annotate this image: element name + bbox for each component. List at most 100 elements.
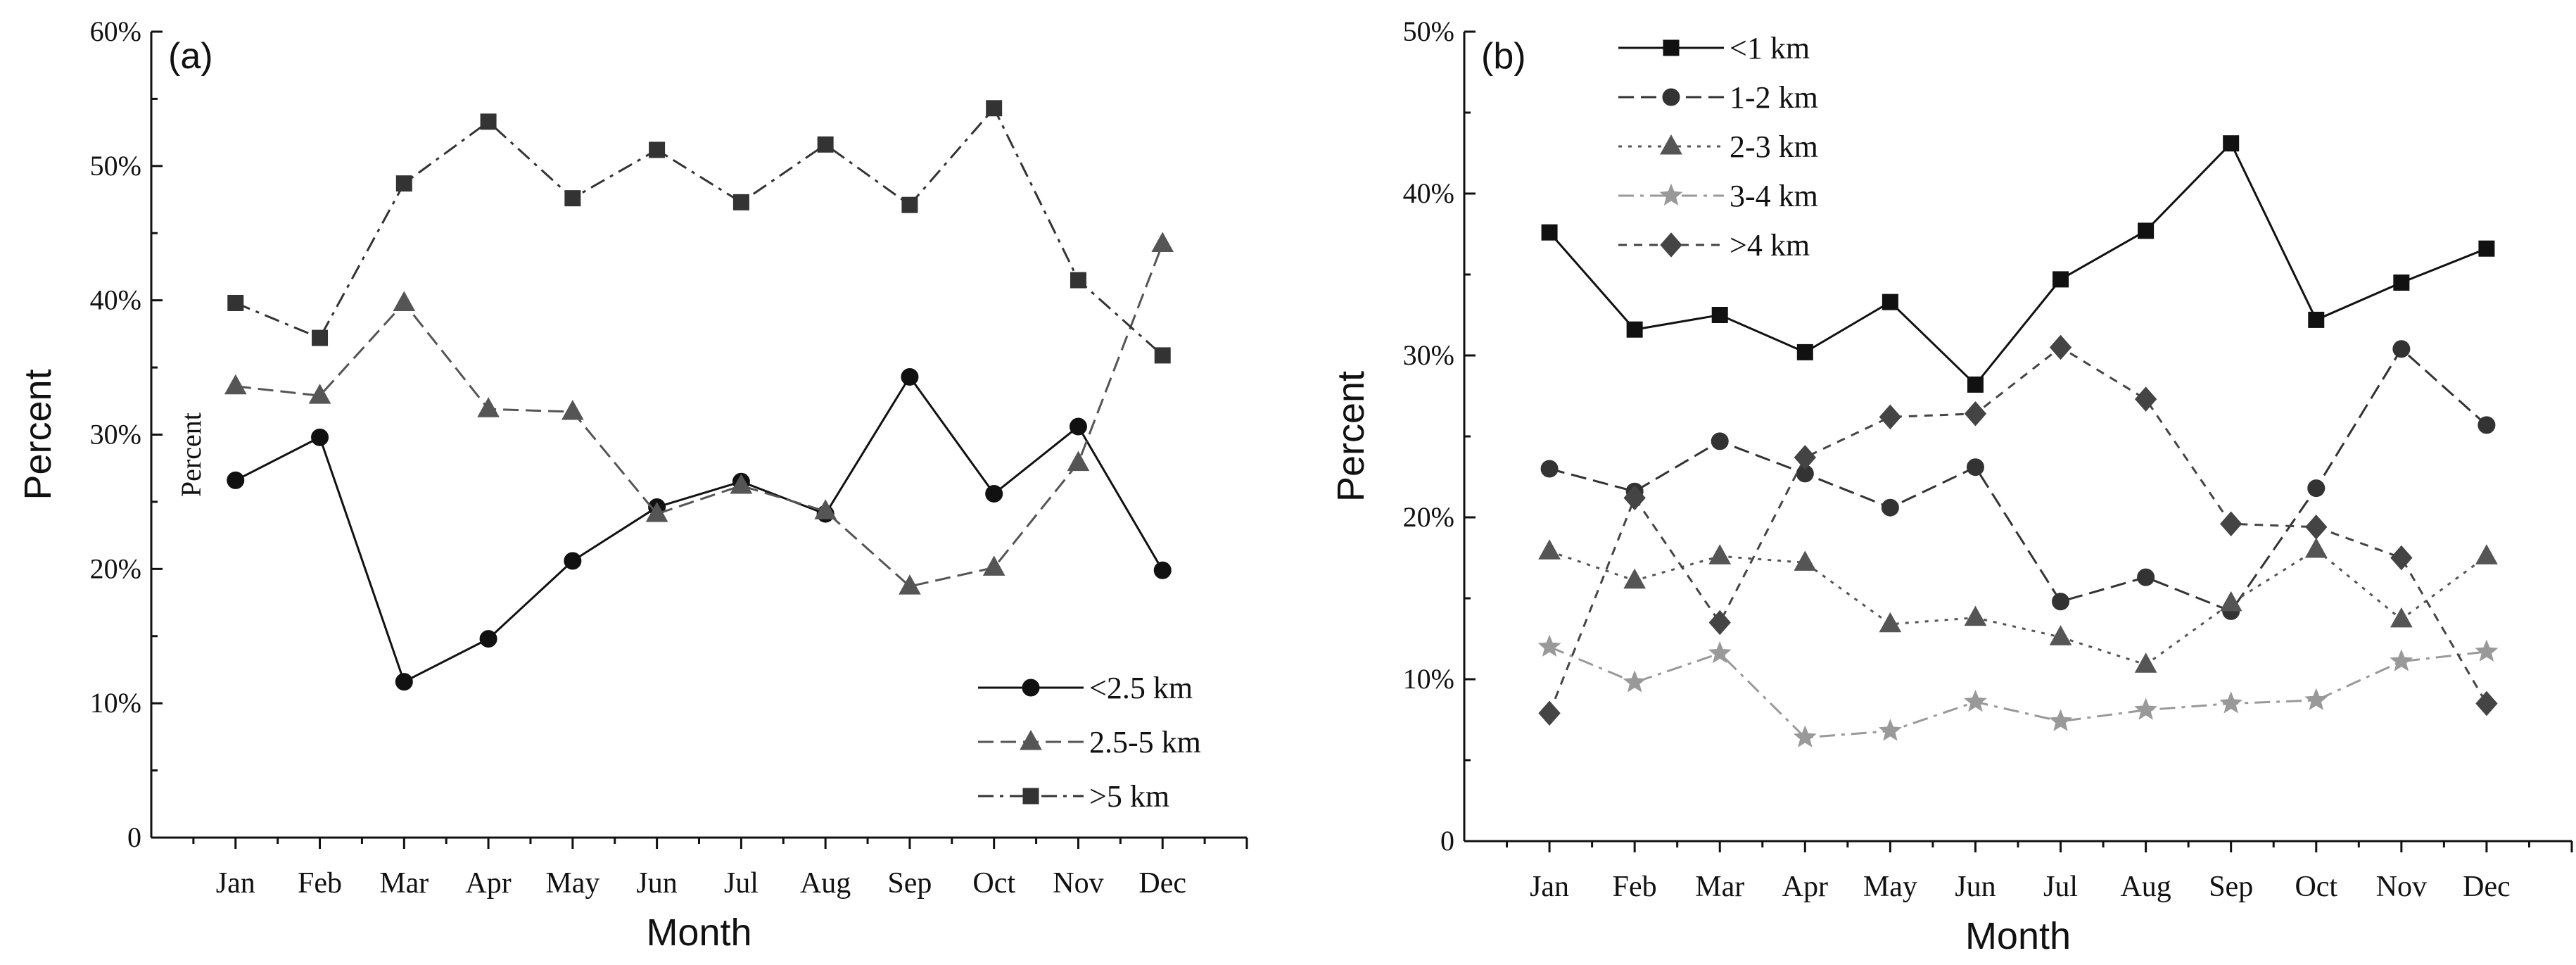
data-point — [2478, 240, 2495, 257]
y-tick-label: 30% — [90, 419, 141, 450]
x-tick-label: Nov — [2376, 871, 2427, 903]
data-point — [1879, 612, 1902, 633]
data-point — [1796, 343, 1813, 360]
y-tick-label: 50% — [90, 150, 141, 182]
series-line — [235, 243, 1164, 588]
data-point — [2305, 515, 2328, 540]
series-line — [1548, 141, 2487, 386]
y-tick-label: 10% — [1403, 663, 1454, 695]
series-line — [235, 374, 1164, 683]
data-point — [645, 502, 668, 522]
data-point — [1882, 294, 1898, 310]
x-tick-label: Jan — [1530, 871, 1569, 903]
legend-marker — [1020, 729, 1042, 750]
data-point — [1623, 670, 1647, 693]
data-point — [730, 473, 753, 494]
data-point — [1793, 725, 1817, 748]
data-point — [477, 397, 500, 417]
legend-marker — [1660, 232, 1682, 258]
data-point — [1067, 450, 1090, 472]
x-tick-label: May — [1863, 871, 1917, 903]
x-axis-title: Month — [1965, 915, 2071, 957]
x-tick-label: Oct — [2295, 871, 2337, 903]
data-point — [2049, 709, 2073, 731]
data-point — [1708, 610, 1731, 636]
data-point — [480, 113, 497, 130]
data-point — [2393, 275, 2410, 291]
data-point — [899, 574, 921, 595]
data-point — [1711, 432, 1729, 450]
inner-percent-label: Percent — [175, 412, 207, 497]
data-point — [2475, 639, 2499, 662]
data-point — [1966, 458, 1984, 477]
y-tick-label: 60% — [90, 15, 141, 47]
legend-label: >5 km — [1089, 779, 1169, 814]
panel-label: (b) — [1481, 36, 1526, 77]
data-point — [561, 400, 584, 420]
data-point — [2134, 386, 2157, 412]
data-point — [2219, 691, 2243, 714]
data-point — [2304, 688, 2328, 710]
series-2 — [224, 232, 1174, 595]
data-point — [564, 190, 581, 207]
data-point — [814, 499, 837, 519]
series-2 — [1540, 340, 2496, 620]
x-tick-label: Apr — [1782, 871, 1828, 903]
data-point — [2049, 334, 2072, 360]
data-point — [2304, 537, 2328, 558]
series-line — [235, 106, 1164, 357]
data-point — [311, 428, 329, 446]
x-tick-label: Feb — [298, 867, 342, 900]
x-tick-label: Feb — [1613, 871, 1657, 903]
chart-panel-a: 0 10% 20% 30% 40% 50% 60% Jan Feb Mar Apr May Jun Jul… — [17, 15, 1248, 954]
x-tick-label: Sep — [2209, 871, 2253, 903]
data-point — [1711, 307, 1728, 323]
data-point — [2307, 479, 2326, 498]
legend-label: <2.5 km — [1089, 671, 1193, 705]
series-3 — [227, 100, 1171, 364]
data-point — [2134, 698, 2158, 720]
y-tick-label: 50% — [1403, 15, 1454, 47]
data-point — [2138, 222, 2155, 239]
chart-panel-b: 0 10% 20% 30% 40% 50% Jan Feb Mar Apr May Jun Jul Aug… — [1330, 15, 2573, 957]
data-point — [2219, 591, 2242, 612]
legend-marker — [1022, 679, 1040, 697]
data-point — [986, 100, 1003, 117]
x-tick-label: Nov — [1053, 867, 1103, 900]
data-point — [1626, 321, 1643, 338]
y-tick-label: 40% — [90, 284, 141, 316]
data-point — [1881, 498, 1899, 517]
legend-label: 1-2 km — [1730, 80, 1818, 115]
series-line — [1549, 548, 2487, 666]
y-tick-label: 40% — [1403, 177, 1454, 209]
data-point — [1964, 401, 1987, 427]
data-point — [227, 294, 244, 311]
series-5 — [1538, 334, 2498, 726]
data-point — [1538, 539, 1561, 560]
data-point — [1151, 232, 1174, 253]
data-point — [1541, 224, 1558, 241]
x-tick-label: Dec — [2463, 871, 2511, 903]
series-line — [1549, 347, 2487, 613]
legend-label: <1 km — [1730, 31, 1810, 65]
legend-marker — [1662, 88, 1680, 106]
y-axis-title: Percent — [1330, 371, 1372, 502]
data-point — [1878, 719, 1902, 741]
y-tick-label: 20% — [1403, 501, 1454, 533]
series-line — [1548, 346, 2488, 714]
data-point — [2475, 544, 2498, 565]
data-point — [2308, 311, 2325, 328]
legend-label: 3-4 km — [1730, 179, 1818, 213]
data-point — [308, 384, 331, 404]
data-point — [1879, 404, 1902, 430]
data-point — [732, 194, 749, 210]
data-point — [395, 175, 412, 192]
series-line — [1549, 645, 2487, 739]
data-point — [1964, 605, 1987, 626]
data-point — [227, 471, 245, 489]
y-tick-label: 20% — [90, 553, 141, 584]
x-tick-label: Jul — [2043, 871, 2078, 903]
data-point — [479, 630, 497, 648]
x-axis-title: Month — [646, 912, 751, 954]
